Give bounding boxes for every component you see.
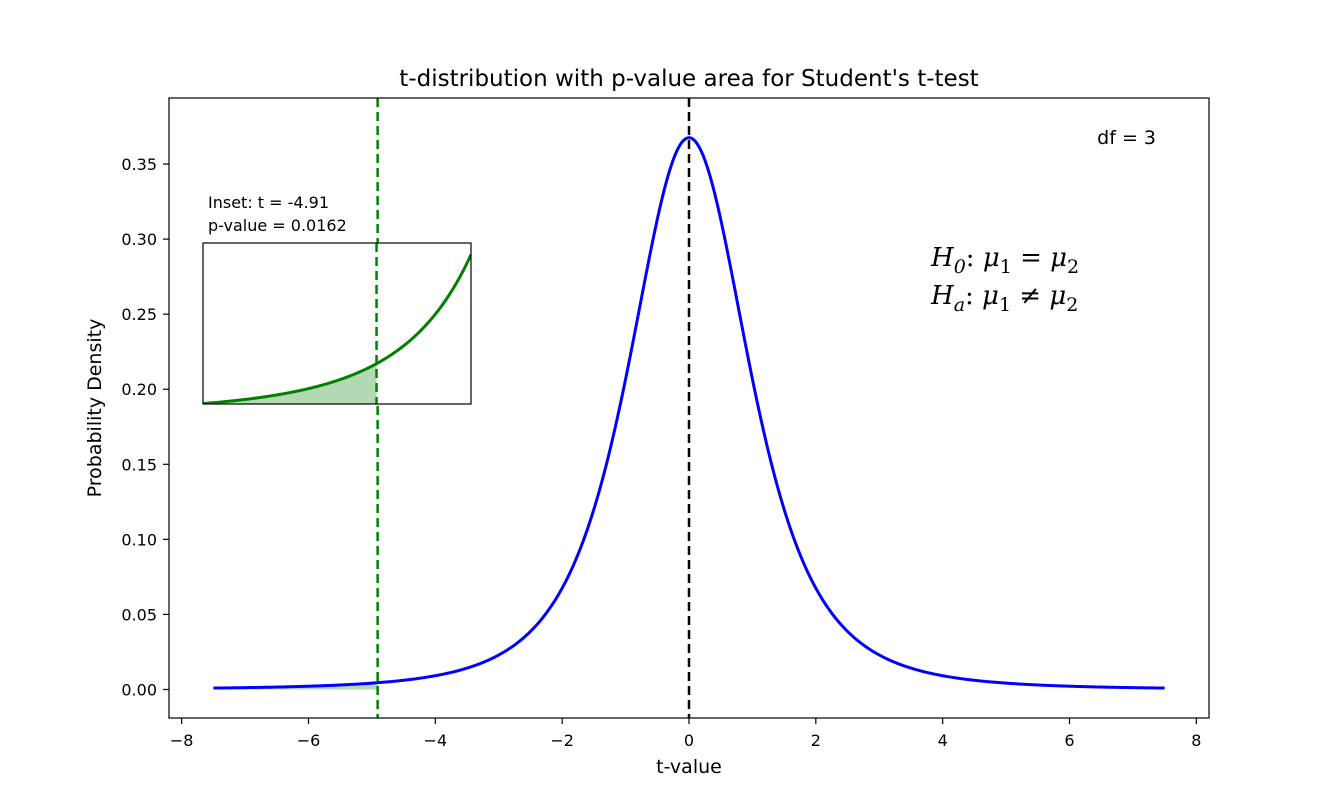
x-tick-label: 4 [938, 731, 948, 750]
y-tick-label: 0.10 [121, 530, 157, 549]
x-tick-label: 6 [1064, 731, 1074, 750]
x-axis: −8 −6 −4 −2 0 2 4 6 8 [170, 718, 1201, 750]
chart-title: t-distribution with p-value area for Stu… [399, 66, 978, 92]
inset-title-t: Inset: t = -4.91 [208, 193, 329, 212]
x-tick-label: 2 [811, 731, 821, 750]
inset-title-pvalue: p-value = 0.0162 [208, 216, 347, 235]
x-tick-label: 0 [684, 731, 694, 750]
y-tick-label: 0.20 [121, 380, 157, 399]
x-tick-label: −4 [424, 731, 448, 750]
y-axis-label: Probability Density [84, 319, 106, 498]
inset-frame [202, 242, 472, 405]
y-tick-label: 0.00 [121, 680, 157, 699]
y-tick-label: 0.25 [121, 305, 157, 324]
t-distribution-curve [213, 136, 1165, 690]
y-tick-label: 0.35 [121, 155, 157, 174]
x-axis-label: t-value [656, 756, 722, 778]
inset-curve [203, 254, 471, 404]
y-tick-label: 0.05 [121, 605, 157, 624]
x-tick-label: −6 [297, 731, 321, 750]
alternative-hypothesis: Ha: μ1 ≠ μ2 [930, 281, 1078, 316]
y-axis: 0.00 0.05 0.10 0.15 0.20 0.25 0.30 0.35 [121, 155, 169, 699]
df-label: df = 3 [1097, 127, 1156, 149]
y-tick-label: 0.30 [121, 230, 157, 249]
inset-shaded-area [203, 363, 377, 404]
x-tick-label: 8 [1191, 731, 1201, 750]
plot-area [213, 98, 1165, 718]
y-tick-label: 0.15 [121, 455, 157, 474]
null-hypothesis: H0: μ1 = μ2 [930, 243, 1079, 278]
x-tick-label: −2 [550, 731, 574, 750]
x-tick-label: −8 [170, 731, 194, 750]
inset-plot [203, 243, 471, 404]
